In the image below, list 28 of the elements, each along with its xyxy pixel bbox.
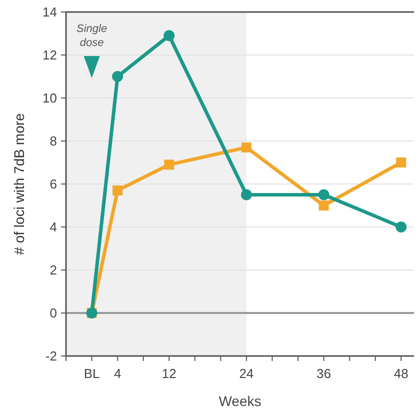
annotation: Single dose xyxy=(76,23,108,49)
x-tick-label: 48 xyxy=(394,366,408,381)
point xyxy=(112,185,123,196)
y-tick-label: 4 xyxy=(50,220,57,235)
y-tick-label: 12 xyxy=(42,48,57,63)
point xyxy=(112,71,124,82)
y-tick-label: 6 xyxy=(50,176,57,192)
point xyxy=(396,158,406,168)
x-axis-title: Weeks xyxy=(218,393,262,409)
x-tick-label: 12 xyxy=(162,366,176,381)
x-tick-label: 4 xyxy=(114,366,122,381)
y-tick-label: 10 xyxy=(42,90,57,106)
x-tick-label: 24 xyxy=(239,366,254,381)
y-tick-label: -2 xyxy=(45,348,57,364)
point xyxy=(318,189,330,200)
x-tick-label: BL xyxy=(84,366,100,381)
point xyxy=(318,200,329,210)
x-tick-label: 36 xyxy=(316,366,332,381)
point xyxy=(241,142,252,152)
y-tick-label: 2 xyxy=(50,262,57,278)
point xyxy=(164,160,174,170)
point xyxy=(396,222,407,232)
y-tick-label: 0 xyxy=(50,306,57,321)
point xyxy=(164,30,175,42)
point xyxy=(240,189,252,200)
y-axis-title: # of loci with 7dB more xyxy=(11,112,27,255)
y-tick-label: 14 xyxy=(42,4,57,20)
y-tick-label: 8 xyxy=(50,134,57,149)
